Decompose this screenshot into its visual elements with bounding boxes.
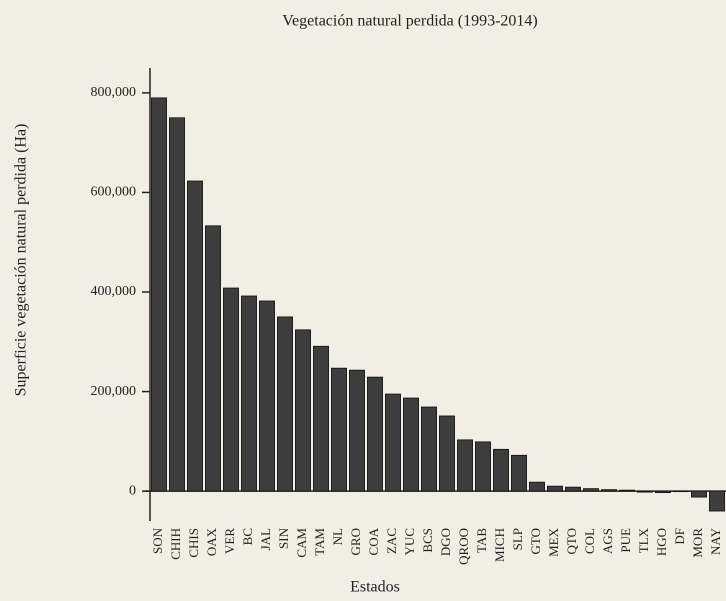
bar — [547, 485, 563, 492]
x-tick-label: SIN — [276, 527, 291, 549]
x-tick-label: COL — [582, 528, 597, 554]
y-axis-label: Superficie vegetación natural perdida (H… — [13, 124, 30, 397]
y-tick-label: 400,000 — [91, 284, 137, 299]
x-tick-label: MOR — [690, 528, 705, 558]
bar — [637, 490, 653, 493]
x-tick-label: MEX — [546, 527, 561, 557]
bar — [565, 486, 581, 492]
bar — [241, 295, 257, 492]
bar — [403, 397, 419, 492]
x-tick-label: QTO — [564, 528, 579, 554]
bar — [367, 376, 383, 492]
x-tick-label: PUE — [618, 528, 633, 553]
x-tick-label: CHIH — [168, 528, 183, 560]
x-tick-label: TLX — [636, 527, 651, 553]
bar — [259, 300, 275, 492]
x-tick-label: ZAC — [384, 528, 399, 554]
bar — [295, 329, 311, 492]
x-tick-label: GTO — [528, 528, 543, 554]
x-tick-label: GRO — [348, 528, 363, 555]
x-tick-label: CAM — [294, 528, 309, 558]
x-tick-label: OAX — [204, 527, 219, 556]
x-tick-label: JAL — [258, 528, 273, 550]
bar — [655, 490, 671, 494]
y-tick-label: 200,000 — [91, 384, 137, 399]
x-tick-label: BC — [240, 528, 255, 545]
bar — [421, 406, 437, 492]
bar — [709, 490, 725, 512]
y-tick-label: 600,000 — [91, 185, 137, 200]
x-tick-label: VER — [222, 528, 237, 554]
bar — [151, 97, 167, 492]
bar — [691, 490, 707, 498]
bar — [385, 393, 401, 492]
bar — [619, 489, 635, 492]
chart-title: Vegetación natural perdida (1993-2014) — [282, 13, 537, 30]
x-tick-label: NL — [330, 528, 345, 545]
bar — [583, 488, 599, 492]
bar — [205, 225, 221, 492]
bar — [349, 369, 365, 492]
bar — [529, 481, 545, 492]
bar — [475, 441, 491, 492]
x-tick-label: HGO — [654, 528, 669, 556]
bar — [601, 489, 617, 492]
bar — [457, 439, 473, 492]
x-tick-label: SLP — [510, 528, 525, 550]
x-tick-label: SON — [150, 527, 165, 554]
bar — [439, 415, 455, 492]
bar — [511, 454, 527, 492]
x-tick-label: CHIS — [186, 528, 201, 558]
bar — [169, 117, 185, 492]
bar — [187, 180, 203, 492]
bar — [223, 287, 239, 492]
x-tick-label: MICH — [492, 528, 507, 562]
bar — [493, 448, 509, 492]
x-tick-label: YUC — [402, 528, 417, 555]
x-tick-label: NAY — [708, 527, 723, 555]
x-tick-label: AGS — [600, 528, 615, 554]
bar — [277, 316, 293, 492]
x-tick-label: COA — [366, 527, 381, 555]
x-axis-label: Estados — [350, 579, 400, 596]
x-tick-label: DGO — [438, 528, 453, 556]
y-tick-label: 0 — [129, 483, 136, 498]
bar — [313, 345, 329, 492]
x-tick-label: BCS — [420, 528, 435, 553]
x-tick-label: TAM — [312, 528, 327, 556]
y-tick-label: 800,000 — [91, 85, 137, 100]
x-tick-label: QROO — [456, 528, 471, 565]
x-tick-label: DF — [672, 528, 687, 545]
bar — [331, 367, 347, 492]
x-tick-label: TAB — [474, 528, 489, 553]
